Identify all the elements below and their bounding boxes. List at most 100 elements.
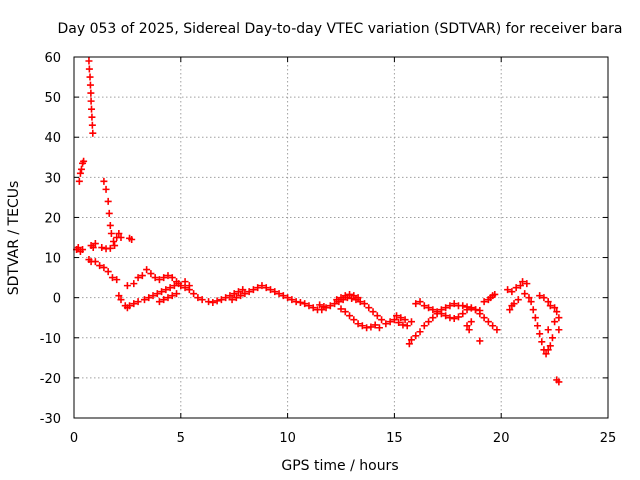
data-point xyxy=(386,318,394,326)
data-point xyxy=(538,338,546,346)
data-point xyxy=(544,298,552,306)
data-point xyxy=(288,296,296,304)
data-point xyxy=(407,336,415,344)
data-point xyxy=(102,185,110,193)
data-point xyxy=(77,165,85,173)
data-point xyxy=(111,242,119,250)
data-point xyxy=(292,298,300,306)
data-point xyxy=(480,314,488,322)
data-point xyxy=(155,276,163,284)
data-point xyxy=(151,274,159,282)
data-point xyxy=(393,312,401,320)
data-point xyxy=(354,294,362,302)
data-point xyxy=(160,274,168,282)
y-tick-label: -10 xyxy=(40,332,61,347)
data-point xyxy=(226,292,234,300)
data-point xyxy=(403,322,411,330)
data-point xyxy=(446,314,454,322)
data-point xyxy=(168,292,176,300)
data-point xyxy=(88,105,96,113)
data-point xyxy=(337,305,345,313)
data-point xyxy=(395,319,403,327)
data-point xyxy=(510,300,518,308)
data-point xyxy=(105,209,113,217)
data-point xyxy=(529,306,537,314)
x-tick-label: 10 xyxy=(279,431,296,446)
data-point xyxy=(123,282,131,290)
data-point xyxy=(305,302,313,310)
data-point xyxy=(521,290,529,298)
data-point xyxy=(173,290,181,298)
data-point xyxy=(504,286,512,294)
data-point xyxy=(546,342,554,350)
data-point xyxy=(91,258,99,266)
data-point xyxy=(76,169,84,177)
data-point xyxy=(160,296,168,304)
data-point xyxy=(158,288,166,296)
data-point xyxy=(241,290,249,298)
data-point xyxy=(551,304,559,312)
data-point xyxy=(378,316,386,324)
data-point xyxy=(181,278,189,286)
data-point xyxy=(190,290,198,298)
data-point xyxy=(536,292,544,300)
data-point xyxy=(356,298,364,306)
data-point xyxy=(551,318,559,326)
data-point xyxy=(442,304,450,312)
data-point xyxy=(546,302,554,310)
data-point xyxy=(429,314,437,322)
data-point xyxy=(429,306,437,314)
data-point xyxy=(463,322,471,330)
data-point xyxy=(213,297,221,305)
data-point xyxy=(296,298,304,306)
data-point xyxy=(476,337,484,345)
data-point xyxy=(96,262,104,270)
data-point xyxy=(390,316,398,324)
data-point xyxy=(115,292,123,300)
data-point xyxy=(80,157,88,165)
data-point xyxy=(420,302,428,310)
data-point xyxy=(100,264,108,272)
data-point xyxy=(194,294,202,302)
data-point xyxy=(544,346,552,354)
y-tick-label: 10 xyxy=(44,252,61,267)
data-point xyxy=(134,274,142,282)
data-point xyxy=(140,296,148,304)
data-point xyxy=(407,318,415,326)
data-point xyxy=(275,290,283,298)
x-tick-label: 5 xyxy=(177,431,185,446)
data-point xyxy=(531,314,539,322)
data-point xyxy=(331,300,339,308)
data-point xyxy=(354,320,362,328)
data-point xyxy=(437,310,445,318)
data-point xyxy=(484,318,492,326)
data-point xyxy=(126,302,134,310)
data-point xyxy=(153,290,161,298)
data-point xyxy=(412,332,420,340)
data-point xyxy=(467,304,475,312)
data-point xyxy=(534,322,542,330)
data-point xyxy=(104,268,112,276)
data-point xyxy=(472,306,480,314)
data-point xyxy=(536,330,544,338)
data-point xyxy=(106,244,114,252)
data-point xyxy=(106,221,114,229)
data-point xyxy=(476,307,484,315)
data-point xyxy=(85,57,93,65)
data-point xyxy=(128,236,136,244)
data-point xyxy=(373,312,381,320)
data-point xyxy=(346,290,354,298)
data-point xyxy=(164,272,172,280)
data-point xyxy=(143,266,151,274)
data-point xyxy=(98,244,106,252)
data-point xyxy=(89,129,97,137)
y-tick-labels: -30 -20 -10 0 10 20 30 40 50 60 xyxy=(40,51,61,427)
data-point xyxy=(446,302,454,310)
data-point xyxy=(465,326,473,334)
data-point xyxy=(365,304,373,312)
data-point xyxy=(397,314,405,322)
data-point xyxy=(279,292,287,300)
data-point xyxy=(491,290,499,298)
data-point xyxy=(416,298,424,306)
